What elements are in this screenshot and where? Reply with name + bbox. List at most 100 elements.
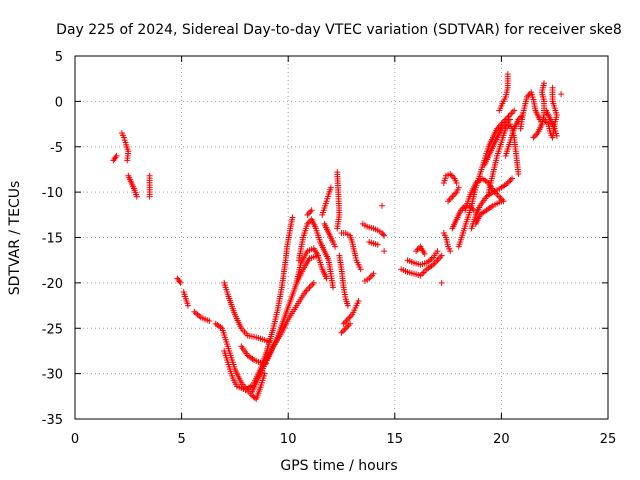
data-point [357,266,364,273]
y-tick-label: -20 [42,277,63,292]
data-point [515,170,522,177]
data-point [498,198,505,205]
data-point [509,175,516,182]
grid [75,56,608,419]
data-point [206,317,213,324]
data-point [447,248,454,255]
data-point [553,132,560,139]
data-point [448,172,455,179]
data-point [433,258,440,265]
data-point [449,193,456,200]
data-point [422,267,429,274]
data-point [426,257,433,264]
data-point [307,208,314,215]
data-point [445,198,452,205]
data-point [381,248,388,255]
data-point [380,231,387,238]
data-point [421,250,428,257]
data-point [438,279,445,286]
data-point [334,225,341,232]
x-axis-label: GPS time / hours [280,458,397,474]
y-axis-label: SDTVAR / TECUs [7,181,23,296]
data-point [308,207,315,214]
data-point [497,195,504,202]
data-point [192,310,199,317]
y-tick-label: -10 [42,186,63,201]
data-point [549,84,556,91]
data-point [504,71,511,78]
x-tick-label: 15 [387,432,404,447]
data-point [304,211,311,218]
chart-title: Day 225 of 2024, Sidereal Day-to-day VTE… [56,22,622,38]
data-point [146,193,153,200]
data-point [531,133,538,140]
data-point [339,328,346,335]
data-point [413,248,420,255]
data-point [435,255,442,262]
data-point [303,287,310,294]
y-tick-label: -15 [42,232,63,247]
data-point [374,241,381,248]
data-point [431,260,438,267]
data-point [453,180,460,187]
y-tick-label: 5 [55,50,63,65]
data-point [323,275,330,282]
data-point [509,108,516,115]
data-point [309,281,316,288]
data-point [414,246,421,253]
data-point [306,284,313,291]
data-point [310,279,317,286]
data-point [499,196,506,203]
data-point [191,308,198,315]
data-point [428,255,435,262]
data-point [289,214,296,221]
axis-ticks: 0 5 10 15 20 25 5 0 -5 -10 -15 -20 -25 -30 -35 [42,50,617,447]
data-point [332,243,339,250]
data-point [437,254,444,261]
data-point [305,285,312,292]
data-point [541,80,548,87]
y-tick-label: 0 [55,95,63,110]
data-point [434,248,441,255]
data-point [327,184,334,191]
data-point [261,370,268,377]
data-point [177,279,184,286]
data-points [110,71,565,403]
data-point [346,314,353,321]
data-point [305,210,312,217]
data-point [338,329,345,336]
data-point [558,91,565,98]
data-point [184,302,191,309]
data-point [511,107,518,114]
x-tick-label: 5 [177,432,185,447]
data-point [194,311,201,318]
data-point [367,273,374,280]
x-tick-label: 10 [280,432,297,447]
y-tick-label: -30 [42,368,63,383]
data-point [418,271,425,278]
data-point [446,196,453,203]
data-point [344,302,351,309]
data-point [434,257,441,264]
data-point [381,232,388,239]
data-point [379,202,386,209]
data-point [133,193,140,200]
plot-frame [74,55,609,420]
data-point [329,284,336,291]
data-point [307,282,314,289]
y-tick-label: -35 [42,413,63,428]
data-point [506,178,513,185]
data-point [508,110,515,117]
data-point [341,326,348,333]
y-tick-label: -5 [50,141,63,156]
x-tick-label: 20 [493,432,510,447]
data-point [355,298,362,305]
data-point [370,270,377,277]
data-point [369,272,376,279]
x-tick-label: 25 [600,432,617,447]
data-point [124,157,131,164]
data-point [113,152,120,159]
data-point [507,177,514,184]
x-tick-label: 0 [71,432,79,447]
